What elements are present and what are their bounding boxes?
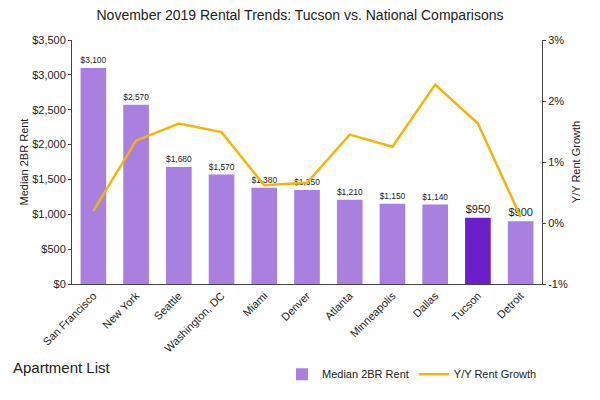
svg-text:$3,000: $3,000 bbox=[32, 69, 66, 81]
svg-text:Tucson: Tucson bbox=[450, 290, 484, 324]
svg-text:$2,570: $2,570 bbox=[123, 92, 149, 102]
svg-text:November 2019 Rental Trends: T: November 2019 Rental Trends: Tucson vs. … bbox=[97, 7, 504, 23]
svg-text:$1,380: $1,380 bbox=[251, 175, 277, 185]
svg-text:$1,000: $1,000 bbox=[32, 208, 66, 220]
svg-text:$1,150: $1,150 bbox=[380, 191, 406, 201]
svg-text:Atlanta: Atlanta bbox=[322, 289, 355, 322]
svg-text:$1,500: $1,500 bbox=[32, 173, 66, 185]
svg-text:New York: New York bbox=[100, 289, 142, 331]
svg-text:Apartment List: Apartment List bbox=[13, 359, 111, 376]
svg-text:$1,140: $1,140 bbox=[422, 192, 448, 202]
svg-text:$2,500: $2,500 bbox=[32, 104, 66, 116]
svg-text:Median 2BR Rent: Median 2BR Rent bbox=[322, 368, 409, 380]
svg-text:Y/Y Rent Growth: Y/Y Rent Growth bbox=[454, 368, 536, 380]
svg-text:Washington, DC: Washington, DC bbox=[162, 289, 227, 354]
svg-text:$1,680: $1,680 bbox=[166, 154, 192, 164]
svg-text:$900: $900 bbox=[508, 206, 532, 218]
svg-text:Y/Y Rent Growth: Y/Y Rent Growth bbox=[570, 121, 582, 203]
svg-text:$0: $0 bbox=[54, 278, 66, 290]
svg-text:2%: 2% bbox=[548, 95, 564, 107]
svg-text:1%: 1% bbox=[548, 156, 564, 168]
svg-text:Miami: Miami bbox=[240, 290, 269, 319]
svg-text:3%: 3% bbox=[548, 34, 564, 46]
svg-text:$1,570: $1,570 bbox=[209, 162, 235, 172]
svg-text:Minneapolis: Minneapolis bbox=[348, 289, 398, 339]
svg-text:Denver: Denver bbox=[279, 289, 313, 323]
svg-text:$1,210: $1,210 bbox=[337, 187, 363, 197]
svg-text:$1,350: $1,350 bbox=[294, 177, 320, 187]
svg-text:0%: 0% bbox=[548, 217, 564, 229]
svg-text:Dallas: Dallas bbox=[410, 289, 440, 319]
svg-text:$500: $500 bbox=[41, 243, 65, 255]
svg-text:$2,000: $2,000 bbox=[32, 138, 66, 150]
svg-text:Detroit: Detroit bbox=[495, 290, 526, 321]
svg-text:$3,100: $3,100 bbox=[81, 55, 107, 65]
svg-text:Median 2BR Rent: Median 2BR Rent bbox=[18, 119, 30, 206]
svg-text:$950: $950 bbox=[466, 203, 490, 215]
svg-text:Seattle: Seattle bbox=[151, 290, 184, 323]
svg-text:-1%: -1% bbox=[548, 278, 568, 290]
svg-text:San Francisco: San Francisco bbox=[40, 290, 98, 348]
svg-text:$3,500: $3,500 bbox=[32, 34, 66, 46]
